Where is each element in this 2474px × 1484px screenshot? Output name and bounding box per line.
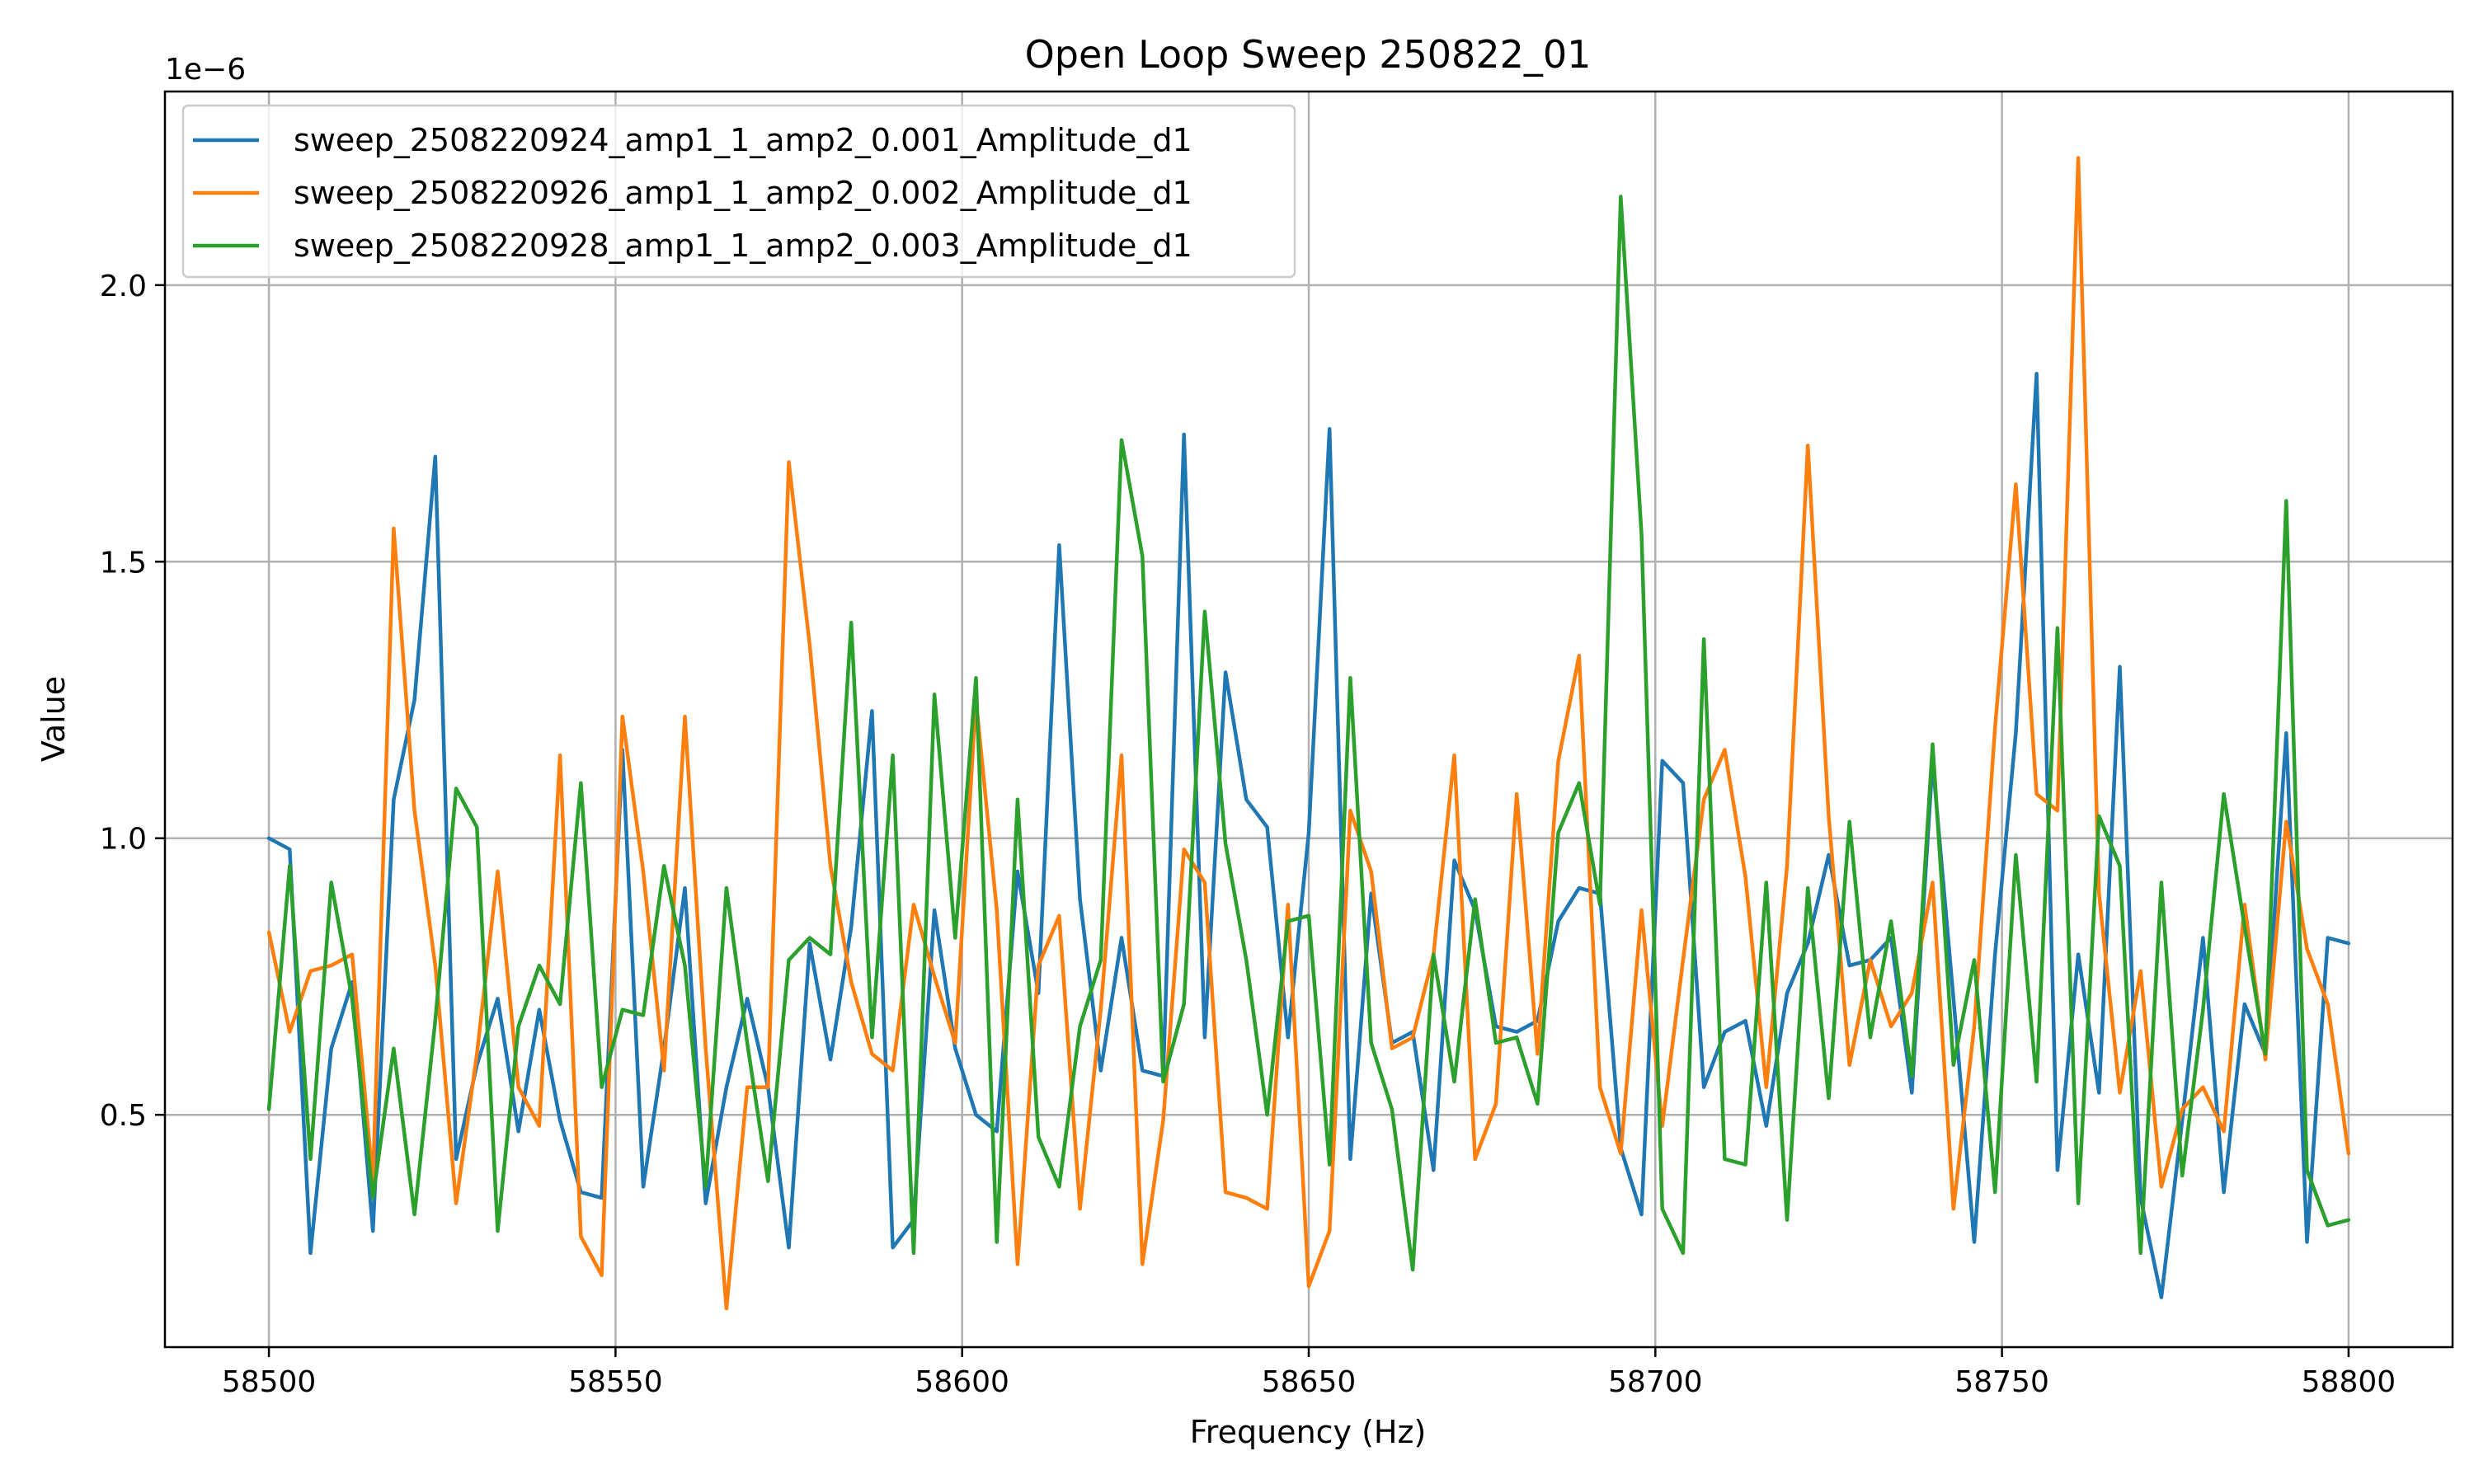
legend-label: sweep_2508220924_amp1_1_amp2_0.001_Ampli… <box>294 122 1192 158</box>
x-tick-label: 58500 <box>222 1365 317 1399</box>
legend-label: sweep_2508220928_amp1_1_amp2_0.003_Ampli… <box>294 228 1192 264</box>
legend-label: sweep_2508220926_amp1_1_amp2_0.002_Ampli… <box>294 175 1192 211</box>
y-axis-label: Value <box>35 676 72 762</box>
y-tick-label: 1.5 <box>100 546 147 580</box>
chart-title: Open Loop Sweep 250822_01 <box>1025 32 1592 77</box>
x-tick-label: 58750 <box>1954 1365 2049 1399</box>
y-offset-label: 1e−6 <box>165 53 246 87</box>
y-tick-label: 0.5 <box>100 1099 147 1133</box>
series-line-2 <box>266 156 2351 1311</box>
x-axis-label: Frequency (Hz) <box>1190 1414 1427 1450</box>
y-tick-label: 2.0 <box>100 270 147 303</box>
series-lines <box>266 156 2351 1311</box>
legend: sweep_2508220924_amp1_1_amp2_0.001_Ampli… <box>181 104 1296 279</box>
x-tick-label: 58550 <box>568 1365 663 1399</box>
x-tick-label: 58800 <box>2302 1365 2396 1399</box>
series-line-3 <box>266 195 2351 1272</box>
x-tick-label: 58650 <box>1262 1365 1357 1399</box>
x-tick-label: 58600 <box>915 1365 1009 1399</box>
legend-box <box>181 104 1296 279</box>
axis-ticks: 58500 58550 58600 58650 58700 58750 58800 0.5 1.… <box>100 270 2396 1399</box>
y-tick-label: 1.0 <box>100 823 147 857</box>
gridlines <box>165 92 2453 1347</box>
x-tick-label: 58700 <box>1608 1365 1703 1399</box>
